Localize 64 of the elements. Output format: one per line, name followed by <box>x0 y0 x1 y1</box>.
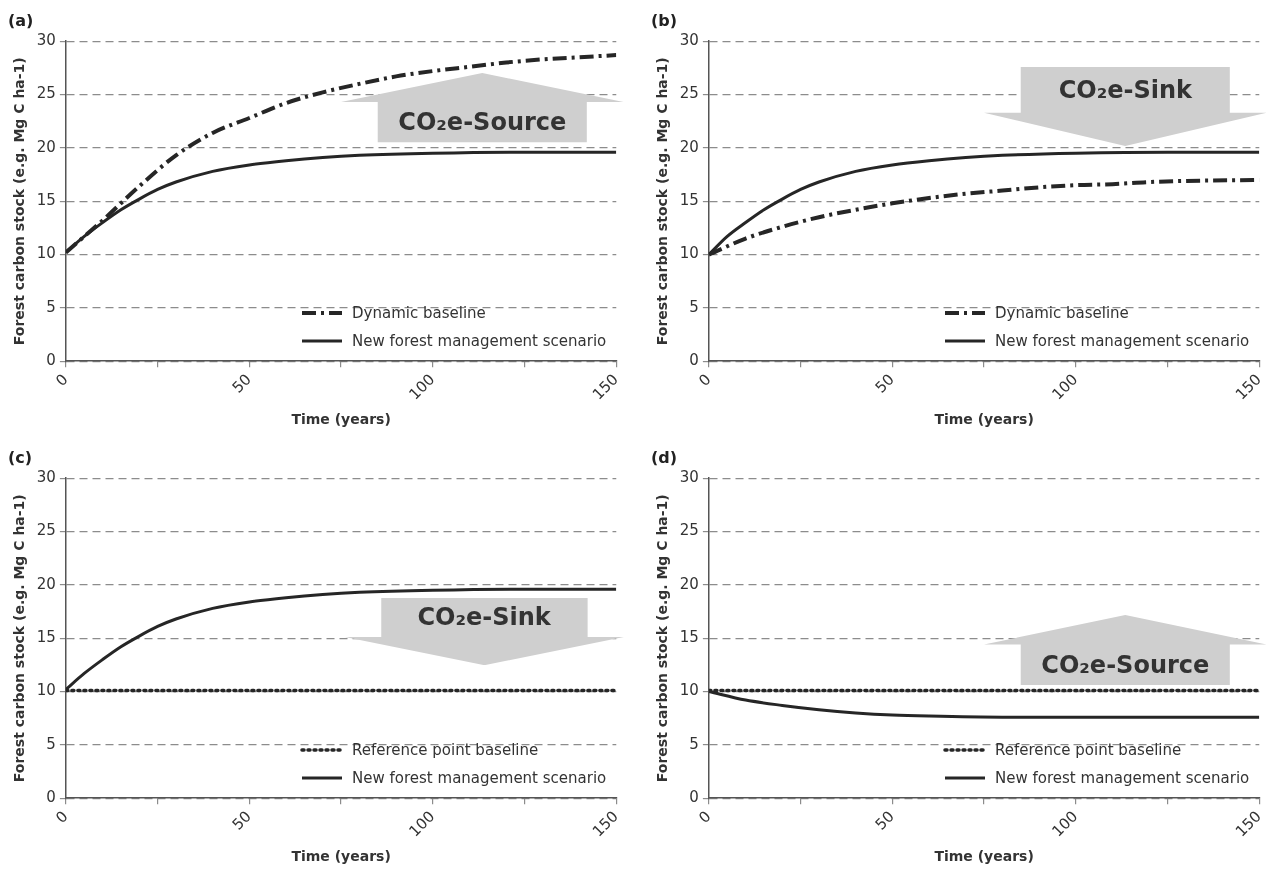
legend-label: Dynamic baseline <box>352 304 486 323</box>
x-tick-label: 150 <box>1231 807 1265 841</box>
chart-title: (d) <box>651 447 678 467</box>
y-tick-label: 5 <box>46 734 56 753</box>
y-tick-label: 25 <box>36 84 56 103</box>
y-tick-label: 5 <box>689 297 699 316</box>
y-axis-title: Forest carbon stock (e.g. Mg C ha-1) <box>654 57 671 346</box>
y-tick-label: 0 <box>46 788 56 807</box>
x-tick-label: 150 <box>1231 370 1265 404</box>
y-tick-label: 5 <box>46 297 56 316</box>
x-tick-label: 100 <box>1048 370 1082 404</box>
y-tick-label: 15 <box>36 628 56 647</box>
y-axis-title: Forest carbon stock (e.g. Mg C ha-1) <box>11 57 28 346</box>
annotation: CO₂e-Sink <box>1057 74 1193 105</box>
y-tick-label: 20 <box>679 137 699 156</box>
x-tick-label: 50 <box>228 370 255 397</box>
x-tick-label: 50 <box>871 370 898 397</box>
y-tick-label: 15 <box>36 191 56 210</box>
y-tick-label: 5 <box>689 734 699 753</box>
chart-title: (c) <box>8 447 33 467</box>
x-axis-title: Time (years) <box>291 848 391 865</box>
x-tick-label: 100 <box>405 807 439 841</box>
y-tick-label: 20 <box>36 137 56 156</box>
x-axis-title: Time (years) <box>934 411 1034 428</box>
y-tick-label: 15 <box>679 628 699 647</box>
annotation: CO₂e-Source <box>1040 649 1211 680</box>
legend-label: New forest management scenario <box>352 769 607 788</box>
annotation: CO₂e-Sink <box>416 602 552 633</box>
legend-label: New forest management scenario <box>995 769 1250 788</box>
x-tick-label: 100 <box>405 370 439 404</box>
x-axis-title: Time (years) <box>291 411 391 428</box>
y-tick-label: 30 <box>36 31 56 50</box>
y-tick-label: 25 <box>679 84 699 103</box>
y-tick-label: 0 <box>689 351 699 370</box>
annotation: CO₂e-Source <box>397 107 568 138</box>
y-tick-label: 0 <box>689 788 699 807</box>
x-tick-label: 50 <box>228 807 255 834</box>
y-tick-label: 30 <box>679 468 699 487</box>
y-axis-title: Forest carbon stock (e.g. Mg C ha-1) <box>11 494 28 783</box>
y-tick-label: 0 <box>46 351 56 370</box>
y-tick-label: 10 <box>679 244 699 263</box>
y-tick-label: 20 <box>36 574 56 593</box>
y-tick-label: 10 <box>36 244 56 263</box>
legend-label: Reference point baseline <box>352 741 539 760</box>
y-tick-label: 25 <box>679 521 699 540</box>
chart-title: (a) <box>8 10 34 30</box>
x-tick-label: 150 <box>588 370 622 404</box>
y-axis-title: Forest carbon stock (e.g. Mg C ha-1) <box>654 494 671 783</box>
y-tick-label: 30 <box>679 31 699 50</box>
x-tick-label: 150 <box>588 807 622 841</box>
chart-title: (b) <box>651 10 678 30</box>
x-axis-title: Time (years) <box>934 848 1034 865</box>
y-tick-label: 15 <box>679 191 699 210</box>
legend-label: Reference point baseline <box>995 741 1182 760</box>
y-tick-label: 10 <box>679 681 699 700</box>
x-tick-label: 50 <box>871 807 898 834</box>
legend-label: Dynamic baseline <box>995 304 1129 323</box>
y-tick-label: 25 <box>36 521 56 540</box>
y-tick-label: 20 <box>679 574 699 593</box>
legend-label: New forest management scenario <box>995 332 1250 351</box>
y-tick-label: 30 <box>36 468 56 487</box>
y-tick-label: 10 <box>36 681 56 700</box>
legend-label: New forest management scenario <box>352 332 607 351</box>
x-tick-label: 100 <box>1048 807 1082 841</box>
